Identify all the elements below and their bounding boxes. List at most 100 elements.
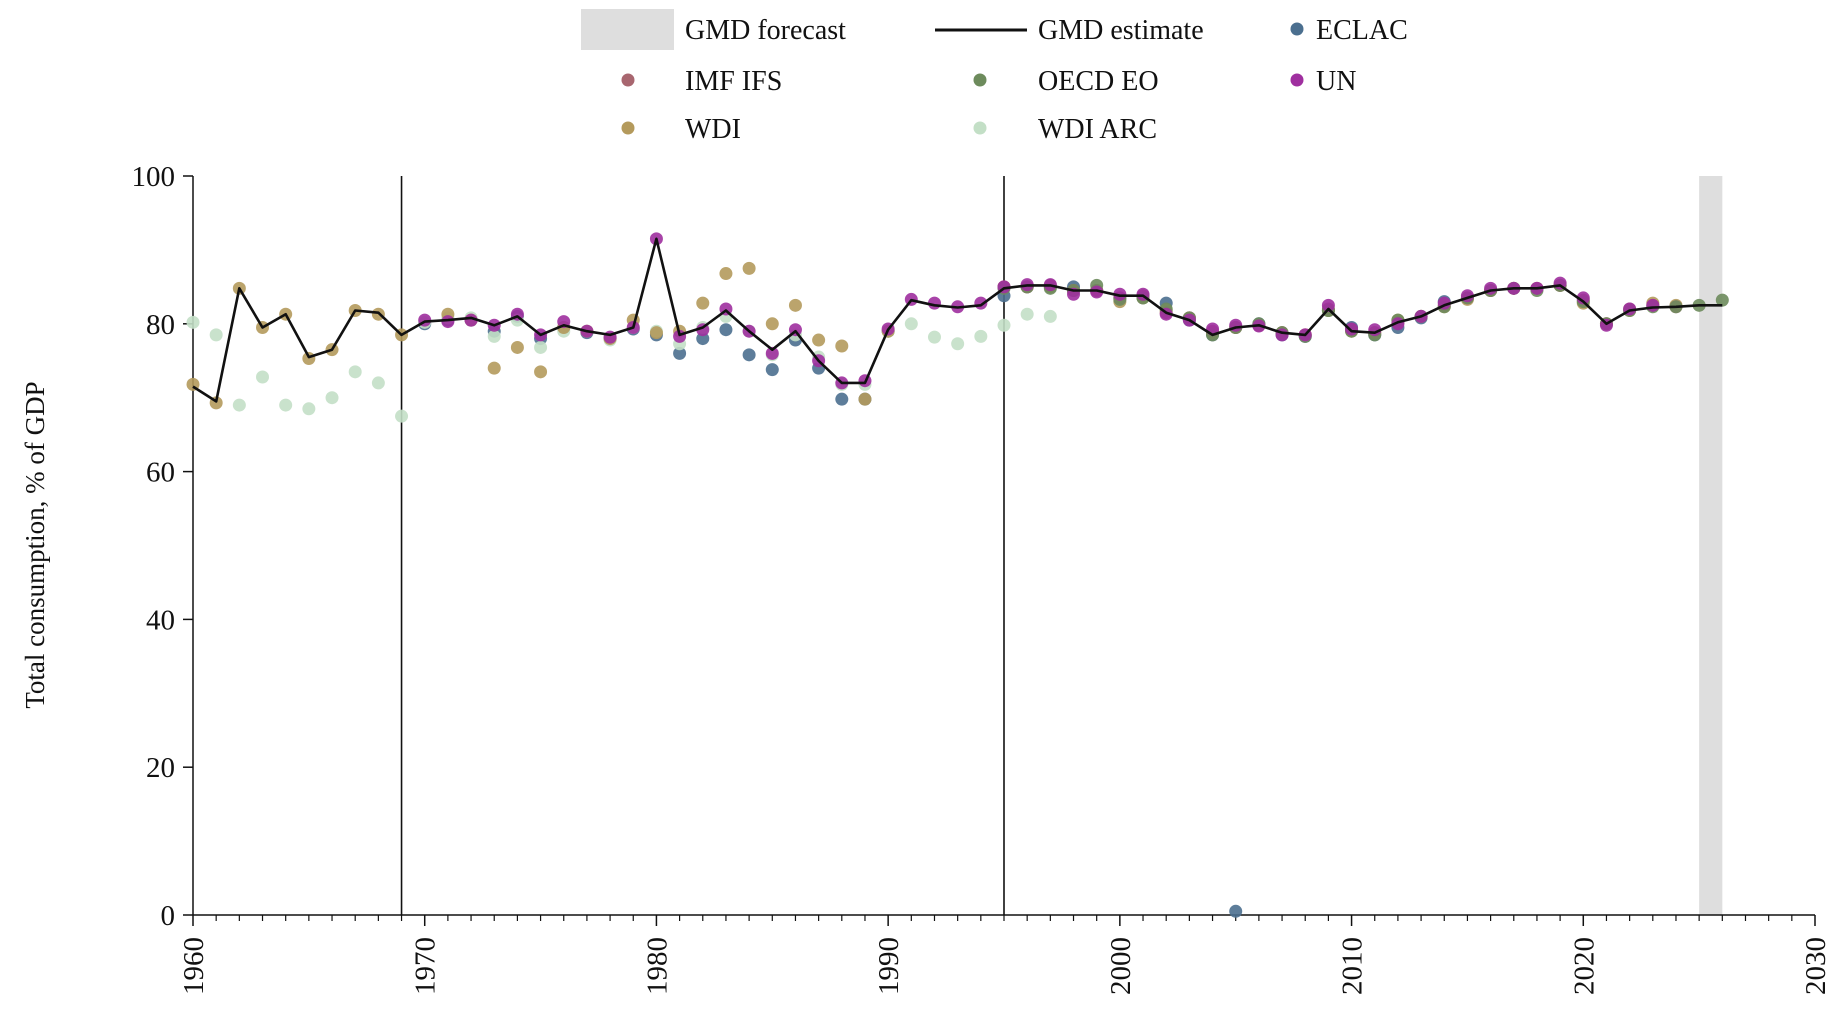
wdi-point	[788, 298, 802, 312]
series-eclac	[418, 280, 1451, 918]
wdiarc-point	[974, 329, 988, 343]
legend-label: GMD estimate	[1038, 15, 1204, 46]
legend-label: GMD forecast	[685, 15, 846, 46]
legend-swatch-dot	[973, 121, 987, 135]
data-points	[186, 232, 1729, 918]
legend-item-imf: IMF IFS	[621, 66, 782, 97]
eclac-point	[742, 348, 756, 362]
y-tick-label: 80	[146, 309, 175, 341]
un-point	[1646, 298, 1660, 312]
wdi-point	[835, 339, 849, 353]
gmd-estimate-line	[192, 237, 1723, 403]
wdi-point	[302, 352, 316, 366]
wdi-point	[510, 340, 524, 354]
wdiarc-point	[209, 328, 223, 342]
forecast-band-layer	[1699, 176, 1723, 915]
wdi-point	[742, 261, 756, 275]
legend-label: OECD EO	[1038, 66, 1159, 97]
un-point	[765, 346, 779, 360]
legend-swatch-band	[581, 9, 674, 50]
legend-label: UN	[1316, 66, 1356, 97]
wdiarc-point	[534, 340, 548, 354]
eclac-point	[835, 392, 849, 406]
legend-label: WDI	[685, 114, 741, 145]
wdiarc-point	[256, 370, 270, 384]
y-tick-label: 60	[146, 457, 175, 489]
y-tick-label: 0	[161, 900, 176, 932]
un-point	[1113, 287, 1127, 301]
x-tick-label: 2000	[1105, 937, 1137, 995]
un-point	[464, 313, 478, 327]
un-point	[1345, 322, 1359, 336]
series-wdiarc	[186, 307, 1057, 423]
wdi-point	[719, 267, 733, 281]
x-tick-label: 1990	[873, 937, 905, 995]
un-point	[441, 315, 455, 329]
wdiarc-point	[997, 318, 1011, 332]
series-un	[418, 232, 1660, 390]
legend-label: IMF IFS	[685, 66, 782, 97]
eclac-point	[719, 323, 733, 337]
legend-item-wdiarc: WDI ARC	[973, 114, 1157, 145]
legend: GMD forecast GMD estimate ECLAC IMF IFS OECD…	[581, 9, 1408, 145]
eclac-point	[673, 346, 687, 360]
wdiarc-point	[904, 317, 918, 331]
eclac-point	[765, 363, 779, 377]
wdi-point	[765, 317, 779, 331]
wdiarc-point	[395, 409, 409, 423]
wdiarc-point	[951, 337, 965, 351]
wdiarc-point	[279, 398, 293, 412]
wdiarc-point	[1043, 309, 1057, 323]
wdiarc-point	[325, 391, 339, 405]
x-tick-label: 1960	[178, 937, 210, 995]
x-tick-label: 2020	[1568, 937, 1600, 995]
y-axis-ticks: 0 20 40 60 80 100	[132, 161, 193, 932]
wdi-point	[649, 326, 663, 340]
wdiarc-point	[348, 365, 362, 379]
legend-item-forecast: GMD forecast	[581, 9, 846, 50]
oecd-point	[1715, 293, 1729, 307]
y-tick-label: 100	[132, 161, 176, 193]
y-tick-label: 40	[146, 604, 175, 636]
x-tick-label: 1980	[641, 937, 673, 995]
legend-swatch-dot	[973, 73, 987, 87]
wdi-point	[812, 333, 826, 347]
un-point	[1321, 298, 1335, 312]
eclac-point	[1229, 904, 1243, 918]
x-tick-label: 2010	[1337, 937, 1369, 995]
legend-item-oecd: OECD EO	[973, 66, 1159, 97]
forecast-band	[1699, 176, 1723, 915]
x-axis-ticks: 1960 1970 1980 1990 2000 2010 2020 2030	[178, 915, 1832, 995]
wdiarc-point	[927, 330, 941, 344]
wdi-point	[696, 296, 710, 310]
y-axis-title: Total consumption, % of GDP	[20, 381, 50, 708]
x-tick-label: 1970	[410, 937, 442, 995]
legend-label: WDI ARC	[1038, 114, 1157, 145]
wdi-point	[534, 365, 548, 379]
legend-item-estimate: GMD estimate	[935, 15, 1204, 46]
vertical-break-lines	[400, 176, 1005, 915]
legend-item-eclac: ECLAC	[1290, 15, 1408, 46]
wdiarc-point	[302, 402, 316, 416]
legend-swatch-dot	[1290, 73, 1304, 87]
wdi-point	[487, 361, 501, 375]
wdiarc-point	[232, 398, 246, 412]
wdi-point	[858, 392, 872, 406]
wdiarc-point	[186, 315, 200, 329]
gmd-estimate-line-layer	[192, 237, 1723, 403]
legend-label: ECLAC	[1316, 15, 1408, 46]
legend-item-wdi: WDI	[621, 114, 741, 145]
legend-item-un: UN	[1290, 66, 1356, 97]
x-tick-label: 2030	[1800, 937, 1832, 995]
y-tick-label: 20	[146, 752, 175, 784]
wdiarc-point	[371, 376, 385, 390]
wdiarc-point	[1020, 307, 1034, 321]
un-point	[1090, 285, 1104, 299]
un-point	[1576, 291, 1590, 305]
series-oecd	[997, 278, 1729, 343]
legend-swatch-dot	[1290, 22, 1304, 36]
wdiarc-point	[487, 329, 501, 343]
legend-swatch-dot	[621, 121, 635, 135]
legend-swatch-dot	[621, 73, 635, 87]
